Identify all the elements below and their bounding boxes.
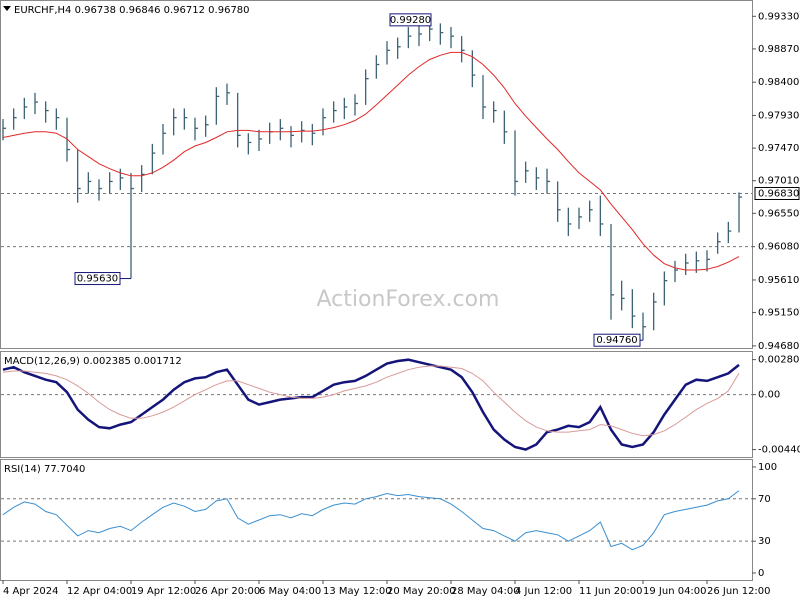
level-label: 0.96830 — [758, 188, 799, 199]
x-tick-label: 13 May 12:00 — [323, 586, 392, 597]
x-tick-label: 4 Apr 2024 — [3, 586, 58, 597]
y-tick-label: 100 — [758, 462, 777, 473]
panel-header: EURCHF,H4 0.96738 0.96846 0.96712 0.9678… — [14, 5, 250, 16]
y-tick-label: 0.97930 — [758, 111, 799, 122]
y-tick-label: 0.96550 — [758, 208, 799, 219]
annotation-label: 0.95630 — [77, 274, 118, 285]
y-tick-label: -0.004404 — [758, 445, 800, 456]
y-tick-label: 0.94680 — [758, 341, 799, 352]
y-tick-label: 0.97470 — [758, 143, 799, 154]
y-tick-label: 30 — [758, 536, 771, 547]
x-tick-label: 26 Jun 12:00 — [707, 586, 771, 597]
panel-frame — [0, 351, 753, 458]
series-line — [2, 358, 740, 451]
x-tick-label: 4 Jun 12:00 — [515, 586, 572, 597]
series-line — [2, 365, 740, 437]
menu-icon — [3, 6, 11, 11]
y-tick-label: 0.98870 — [758, 44, 799, 55]
watermark: ActionForex.com — [317, 287, 500, 312]
annotation-box — [389, 13, 432, 27]
panel-frame — [0, 0, 753, 349]
x-tick-label: 28 May 04:00 — [451, 586, 520, 597]
y-tick-label: 0.97010 — [758, 176, 799, 187]
annotation-label: 0.99280 — [390, 15, 431, 26]
panel-header: RSI(14) 77.7040 — [4, 464, 85, 475]
x-tick-label: 6 May 04:00 — [259, 586, 321, 597]
x-tick-label: 19 Apr 12:00 — [131, 586, 196, 597]
y-tick-label: 0.99330 — [758, 11, 799, 22]
y-tick-label: 70 — [758, 494, 771, 505]
x-tick-label: 12 Apr 04:00 — [67, 586, 132, 597]
x-tick-label: 20 May 20:00 — [387, 586, 456, 597]
y-tick-label: 0.002808 — [758, 355, 800, 366]
x-tick-label: 19 Jun 04:00 — [643, 586, 707, 597]
level-box — [755, 240, 799, 253]
y-tick-label: 0.98400 — [758, 77, 799, 88]
series-line — [2, 51, 740, 271]
level-label: 0.96080 — [758, 242, 799, 253]
x-tick-label: 11 Jun 20:00 — [579, 586, 643, 597]
level-box — [754, 186, 800, 200]
annotation-label: 0.94760 — [596, 335, 637, 346]
panel-frame — [0, 459, 753, 581]
series-line — [2, 490, 740, 551]
y-tick-label: 0 — [758, 568, 764, 579]
y-tick-label: 0.95610 — [758, 275, 799, 286]
y-tick-label: 0.95150 — [758, 308, 799, 319]
panel-header: MACD(12,26,9) 0.002385 0.001712 — [4, 356, 182, 367]
x-tick-label: 26 Apr 20:00 — [195, 586, 260, 597]
y-tick-label: 0.00 — [758, 390, 780, 401]
